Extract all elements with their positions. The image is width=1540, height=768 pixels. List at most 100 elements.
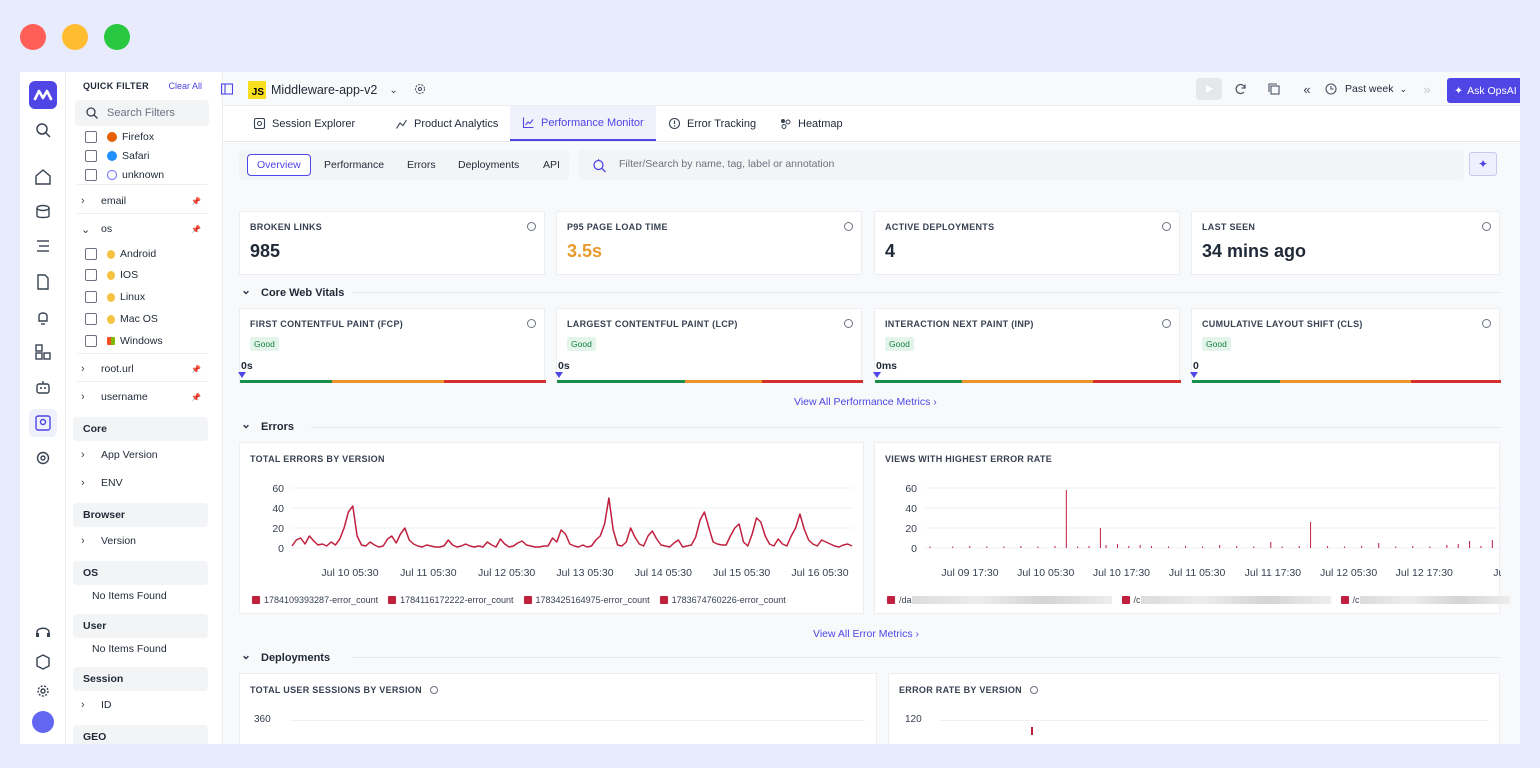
filter-group-username[interactable]: › username 📌: [81, 391, 201, 403]
rum-icon[interactable]: [29, 409, 57, 437]
info-icon[interactable]: [527, 319, 536, 328]
dashboard-builder-icon[interactable]: [33, 342, 53, 362]
time-range-select[interactable]: Past week ⌄: [1325, 78, 1407, 100]
support-icon[interactable]: [33, 622, 53, 642]
copy-icon[interactable]: [1262, 78, 1286, 100]
view-all-error-metrics-link[interactable]: View All Error Metrics ›: [813, 628, 919, 640]
filter-section-session[interactable]: Session: [73, 667, 208, 691]
pin-icon[interactable]: 📌: [191, 224, 201, 234]
tab-product-analytics[interactable]: Product Analytics: [395, 106, 498, 141]
legend-item[interactable]: /c: [1121, 595, 1331, 605]
minimize-window-button[interactable]: [62, 24, 88, 50]
filter-section-browser[interactable]: Browser: [73, 503, 208, 527]
robot-icon[interactable]: [33, 377, 53, 397]
view-all-performance-metrics-link[interactable]: View All Performance Metrics ›: [794, 396, 937, 408]
home-icon[interactable]: [33, 167, 53, 187]
checkbox[interactable]: [85, 131, 97, 143]
settings-chip-icon[interactable]: [33, 448, 53, 468]
ai-assist-button[interactable]: ✦: [1469, 152, 1497, 176]
info-icon[interactable]: [1162, 222, 1171, 231]
tab-session-explorer[interactable]: Session Explorer: [253, 106, 355, 141]
checkbox[interactable]: [85, 335, 97, 347]
fast-forward-icon[interactable]: »: [1423, 81, 1431, 97]
filter-section-geo[interactable]: GEO: [73, 725, 208, 744]
filter-option-linux[interactable]: Linux: [85, 289, 145, 305]
filter-option-firefox[interactable]: Firefox: [85, 129, 154, 145]
legend-item[interactable]: 1783674760226-error_count: [659, 595, 786, 605]
checkbox[interactable]: [85, 291, 97, 303]
clear-all-link[interactable]: Clear All: [168, 81, 202, 91]
subnav-errors[interactable]: Errors: [407, 159, 436, 171]
logs-icon[interactable]: [33, 236, 53, 256]
filter-group-app-version[interactable]: › App Version: [81, 449, 158, 461]
checkbox[interactable]: [85, 248, 97, 260]
ask-opsai-button[interactable]: ✦ Ask OpsAI: [1447, 78, 1520, 103]
filter-option-windows[interactable]: Windows: [85, 333, 163, 349]
filter-group-env[interactable]: › ENV: [81, 477, 123, 489]
gear-icon[interactable]: [408, 78, 432, 100]
refresh-icon[interactable]: [1229, 78, 1253, 100]
maximize-window-button[interactable]: [104, 24, 130, 50]
filter-search-input[interactable]: Search Filters: [75, 100, 209, 126]
checkbox[interactable]: [85, 269, 97, 281]
tab-performance-monitor[interactable]: Performance Monitor: [510, 106, 656, 141]
filter-search-bar[interactable]: Filter/Search by name, tag, label or ann…: [578, 150, 1464, 180]
filter-group-version[interactable]: › Version: [81, 535, 137, 547]
filter-option-macos[interactable]: Mac OS: [85, 311, 158, 327]
info-icon[interactable]: [1162, 319, 1171, 328]
close-window-button[interactable]: [20, 24, 46, 50]
filter-section-os[interactable]: OS: [73, 561, 208, 585]
collapse-sidebar-icon[interactable]: [215, 78, 239, 100]
info-icon[interactable]: [429, 686, 438, 694]
play-button[interactable]: [1196, 78, 1222, 100]
info-icon[interactable]: [844, 319, 853, 328]
subnav-api[interactable]: API: [543, 159, 560, 171]
filter-section-core[interactable]: Core: [73, 417, 208, 441]
pin-icon[interactable]: 📌: [191, 196, 201, 206]
infrastructure-icon[interactable]: [33, 202, 53, 222]
gear-icon[interactable]: [33, 681, 53, 701]
checkbox[interactable]: [85, 150, 97, 162]
info-icon[interactable]: [1029, 686, 1038, 694]
vital-card-cls: CUMULATIVE LAYOUT SHIFT (CLS) Good 0: [1190, 308, 1501, 383]
tab-heatmap[interactable]: Heatmap: [779, 106, 843, 141]
middleware-logo[interactable]: [29, 81, 57, 109]
legend-item[interactable]: /da: [887, 595, 1112, 605]
filter-group-os[interactable]: ⌄ os 📌: [81, 223, 201, 236]
checkbox[interactable]: [85, 169, 97, 181]
app-selector[interactable]: JS Middleware-app-v2 ⌄: [248, 78, 400, 102]
info-icon[interactable]: [1482, 319, 1491, 328]
chart-card-views-error-rate: VIEWS WITH HIGHEST ERROR RATE 60 40 20 0 Jul…: [874, 442, 1510, 614]
legend-item[interactable]: 1784109393287-error_count: [252, 595, 378, 605]
legend-item[interactable]: /c: [1340, 595, 1510, 605]
legend-item[interactable]: 1783425164975-error_count: [523, 595, 650, 605]
search-icon[interactable]: [33, 120, 53, 140]
info-icon[interactable]: [1482, 222, 1491, 231]
pin-icon[interactable]: 📌: [191, 364, 201, 374]
pin-icon[interactable]: 📌: [191, 392, 201, 402]
subnav-overview[interactable]: Overview: [247, 154, 311, 176]
filter-option-android[interactable]: Android: [85, 246, 156, 262]
checkbox[interactable]: [85, 313, 97, 325]
filter-group-email[interactable]: › email 📌: [81, 195, 201, 207]
filter-option-ios[interactable]: IOS: [85, 267, 138, 283]
filter-option-safari[interactable]: Safari: [85, 148, 149, 164]
document-icon[interactable]: [33, 272, 53, 292]
filter-group-root-url[interactable]: › root.url 📌: [81, 363, 201, 375]
package-icon[interactable]: [33, 652, 53, 672]
subnav-deployments[interactable]: Deployments: [458, 159, 520, 171]
filter-option-unknown[interactable]: unknown: [85, 167, 164, 183]
filter-section-user[interactable]: User: [73, 614, 208, 638]
rewind-icon[interactable]: «: [1303, 81, 1311, 97]
subnav-performance[interactable]: Performance: [324, 159, 385, 171]
section-errors[interactable]: Errors: [241, 420, 294, 434]
legend-item[interactable]: 1784116172222-error_count: [388, 595, 514, 605]
tab-error-tracking[interactable]: Error Tracking: [668, 106, 756, 141]
filter-group-id[interactable]: › ID: [81, 699, 112, 711]
section-deployments[interactable]: Deployments: [241, 651, 330, 665]
alerts-icon[interactable]: [33, 307, 53, 327]
info-icon[interactable]: [527, 222, 536, 231]
avatar[interactable]: [32, 711, 54, 733]
info-icon[interactable]: [844, 222, 853, 231]
section-core-web-vitals[interactable]: Core Web Vitals: [241, 286, 344, 300]
